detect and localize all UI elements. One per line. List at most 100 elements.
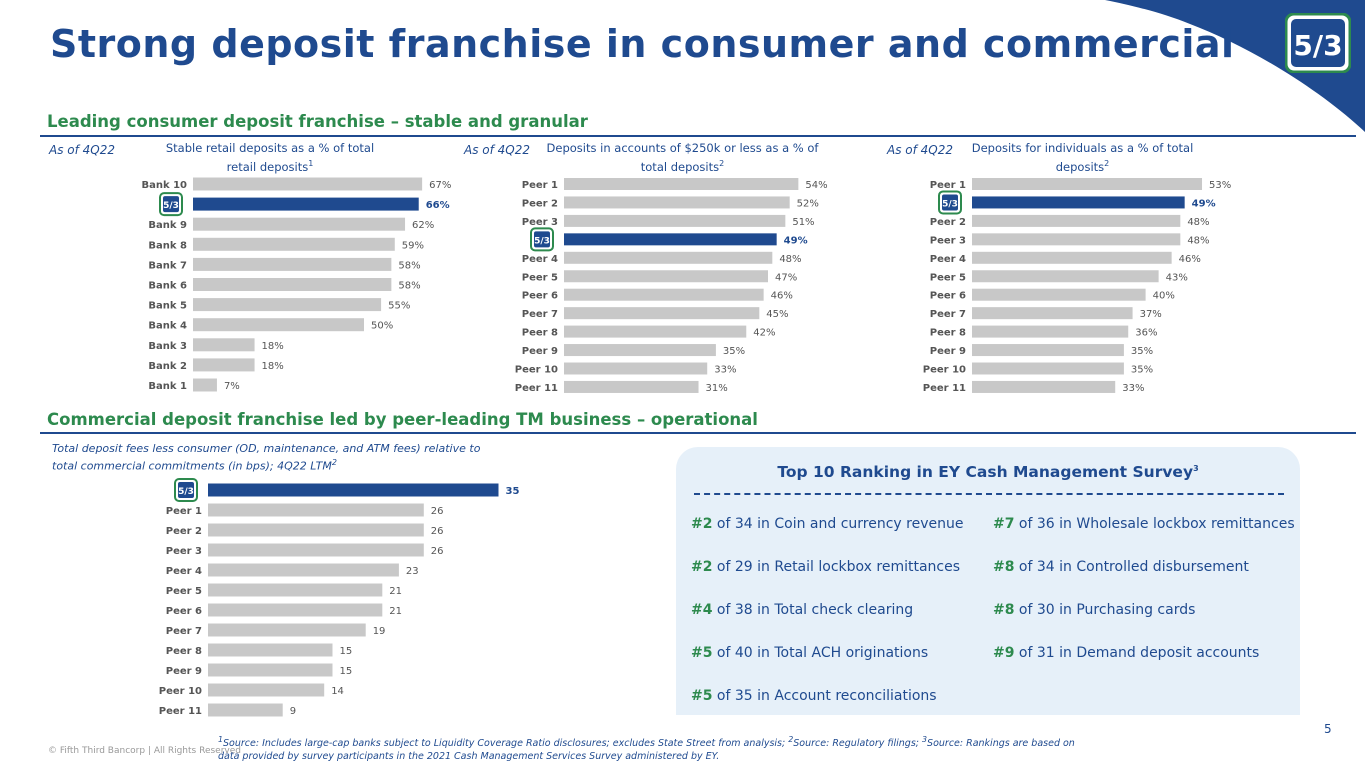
chart4-bar-2 xyxy=(208,523,424,537)
chart2-deposits-under-250k: Peer 1 54% Peer 2 52% Peer 3 51% 5/3 49% Peer 4 4… xyxy=(515,178,828,394)
chart4-deposit-fees-bps: 5/3 35 Peer 1 26 Peer 2 26 Peer 3 26 Peer 4 23 Pee… xyxy=(159,478,520,717)
chart2-bar-2 xyxy=(564,214,786,227)
svg-text:5/3: 5/3 xyxy=(163,201,179,211)
chart2-value-5: 47% xyxy=(775,272,797,283)
chart4-category-1: Peer 1 xyxy=(166,506,202,517)
chart4-value-7: 19 xyxy=(373,626,386,637)
chart2-value-3: 49% xyxy=(784,235,808,246)
chart4-value-0: 35 xyxy=(506,486,520,497)
chart1-bar-5 xyxy=(193,278,392,291)
chart2-value-10: 33% xyxy=(714,365,736,376)
chart1-bar-1 xyxy=(193,197,419,211)
chart4-category-11: Peer 11 xyxy=(159,706,202,717)
svg-text:5/3: 5/3 xyxy=(942,199,958,209)
chart3-bar-11 xyxy=(972,380,1116,393)
chart3-value-2: 48% xyxy=(1187,217,1209,228)
chart4-value-4: 23 xyxy=(406,566,419,577)
ey-rank-text: of 35 in Account reconciliations xyxy=(712,688,937,704)
ey-ranking-right-0: #7 of 36 in Wholesale lockbox remittance… xyxy=(993,516,1295,532)
chart3-bar-1 xyxy=(972,196,1185,209)
chart3-category-2: Peer 2 xyxy=(930,217,966,228)
chart3-bar-4 xyxy=(972,251,1172,264)
chart3-value-0: 53% xyxy=(1209,180,1231,191)
chart3-category-9: Peer 9 xyxy=(930,346,966,357)
chart3-value-4: 46% xyxy=(1179,254,1201,265)
chart1-stable-retail-deposits: Bank 10 67% 5/3 66% Bank 9 62% Bank 8 59% Bank 7… xyxy=(141,177,451,392)
chart2-value-2: 51% xyxy=(792,217,814,228)
svg-text:5/3: 5/3 xyxy=(178,487,194,497)
chart2-asof: As of 4Q22 xyxy=(464,143,531,157)
chart1-bar-8 xyxy=(193,338,255,352)
ey-rank-number: #8 xyxy=(993,559,1015,575)
chart2-bar-10 xyxy=(564,362,708,375)
chart2-bar-11 xyxy=(564,380,699,393)
chart3-bar-0 xyxy=(972,178,1203,190)
chart4-category-3: Peer 3 xyxy=(166,546,202,557)
chart1-category-3: Bank 8 xyxy=(148,240,187,251)
chart2-value-6: 46% xyxy=(771,291,793,302)
chart2-category-8: Peer 8 xyxy=(522,328,558,339)
ey-rank-text: of 36 in Wholesale lockbox remittances xyxy=(1014,516,1295,532)
chart3-value-1: 49% xyxy=(1192,198,1216,209)
svg-text:5/3: 5/3 xyxy=(534,236,550,246)
chart1-value-0: 67% xyxy=(429,180,451,191)
ey-ranking-left-4: #5 of 35 in Account reconciliations xyxy=(691,688,937,704)
ey-ranking-right-3: #9 of 31 in Demand deposit accounts xyxy=(993,645,1259,661)
chart2-category-5: Peer 5 xyxy=(522,272,558,283)
chart3-bar-6 xyxy=(972,288,1146,301)
ey-rank-text: of 30 in Purchasing cards xyxy=(1014,602,1196,618)
chart2-bar-3 xyxy=(564,233,777,246)
chart1-value-1: 66% xyxy=(426,200,450,211)
chart3-value-7: 37% xyxy=(1140,309,1162,320)
chart2-value-4: 48% xyxy=(779,254,801,265)
footnote: 1Source: Includes large-cap banks subjec… xyxy=(218,735,1075,763)
chart1-value-5: 58% xyxy=(398,281,420,292)
chart4-bar-4 xyxy=(208,563,399,577)
chart4-bar-0 xyxy=(208,483,499,497)
chart4-bar-5 xyxy=(208,583,383,597)
chart2-bar-5 xyxy=(564,270,768,283)
ey-ranking-panel: Top 10 Ranking in EY Cash Management Sur… xyxy=(676,447,1300,715)
chart3-category-7: Peer 7 xyxy=(930,309,966,320)
chart3-value-3: 48% xyxy=(1187,235,1209,246)
chart1-value-4: 58% xyxy=(398,260,420,271)
chart2-category-10: Peer 10 xyxy=(515,365,558,376)
chart1-bar-4 xyxy=(193,257,392,271)
chart2-category-2: Peer 3 xyxy=(522,217,558,228)
ey-rank-text: of 31 in Demand deposit accounts xyxy=(1014,645,1260,661)
chart1-value-3: 59% xyxy=(402,240,424,251)
ey-rank-number: #2 xyxy=(691,559,713,575)
chart2-value-9: 35% xyxy=(723,346,745,357)
ey-rank-number: #9 xyxy=(993,645,1015,661)
ey-rank-number: #8 xyxy=(993,602,1015,618)
fifth-third-logo-icon-1: 5/3 xyxy=(159,192,183,217)
chart3-bar-3 xyxy=(972,233,1181,246)
chart1-title: Stable retail deposits as a % of total r… xyxy=(165,141,375,174)
chart3-category-3: Peer 3 xyxy=(930,235,966,246)
chart1-bar-3 xyxy=(193,237,395,251)
section-consumer-rule xyxy=(40,135,1356,137)
chart4-bar-3 xyxy=(208,543,424,557)
chart3-asof: As of 4Q22 xyxy=(887,143,954,157)
chart2-bar-1 xyxy=(564,196,790,209)
chart1-category-10: Bank 1 xyxy=(148,381,187,392)
chart3-value-8: 36% xyxy=(1135,328,1157,339)
chart1-category-4: Bank 7 xyxy=(148,260,187,271)
chart1-value-7: 50% xyxy=(371,321,393,332)
chart1-category-2: Bank 9 xyxy=(148,220,187,231)
chart4-bar-8 xyxy=(208,643,333,657)
chart4-value-2: 26 xyxy=(431,526,444,537)
chart2-title: Deposits in accounts of $250k or less as… xyxy=(546,141,819,174)
chart4-value-10: 14 xyxy=(331,686,344,697)
chart1-asof: As of 4Q22 xyxy=(49,143,116,157)
ey-rank-number: #7 xyxy=(993,516,1015,532)
ey-rank-text: of 38 in Total check clearing xyxy=(712,602,914,618)
chart1-value-8: 18% xyxy=(262,341,284,352)
chart1-category-8: Bank 3 xyxy=(148,341,187,352)
chart1-value-9: 18% xyxy=(262,361,284,372)
chart2-category-11: Peer 11 xyxy=(515,383,558,394)
chart1-category-9: Bank 2 xyxy=(148,361,187,372)
chart1-bar-7 xyxy=(193,318,364,332)
page-title: Strong deposit franchise in consumer and… xyxy=(50,22,1235,66)
chart3-value-9: 35% xyxy=(1131,346,1153,357)
